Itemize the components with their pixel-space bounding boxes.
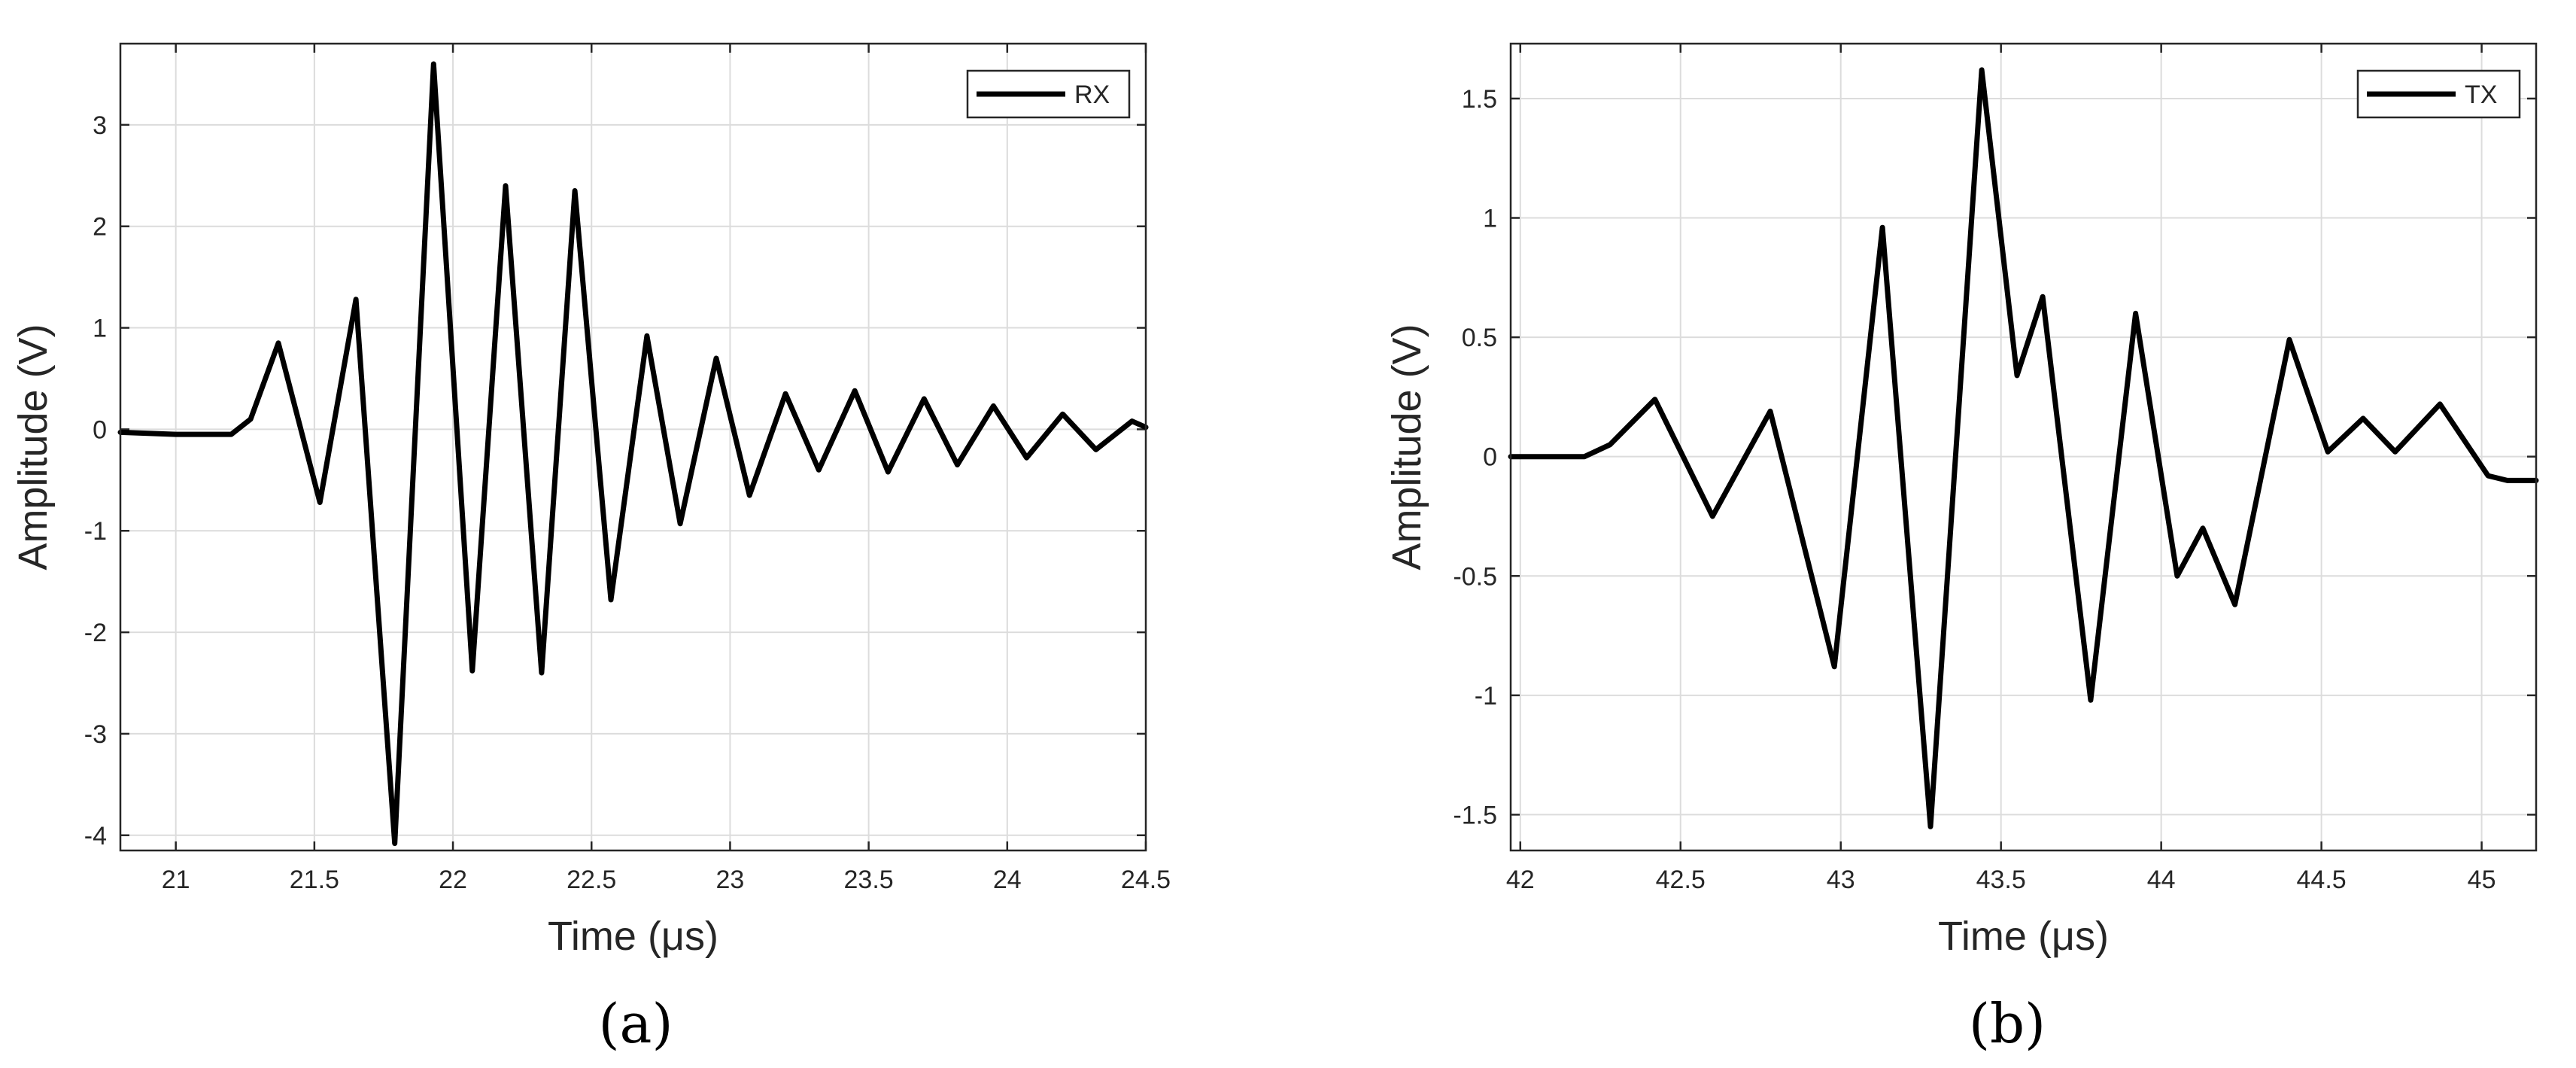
x-tick-label: 23 [716,866,745,894]
y-axis-label: Amplitude (V) [1384,324,1429,570]
series-line-rx [117,61,1149,847]
panel-b: 42 42.5 43 43.5 44 44.5 45 -1.5 -1 -0.5 0 0.5 1 1.5 TX… [1384,42,2539,1055]
x-tick-label: 21 [162,866,190,894]
x-tick-label: 21.5 [290,866,339,894]
legend: RX [966,69,1131,119]
x-tick-label: 42 [1506,866,1535,894]
x-tick-label: 43 [1827,866,1855,894]
y-tick-label: -4 [84,822,107,850]
y-tick-label: 1 [93,315,107,343]
x-tick-label: 42.5 [1656,866,1706,894]
panel-a: 21 21.5 22 22.5 23 23.5 24 24.5-4-3-2-10123RXTi… [11,42,1171,1055]
y-tick-label: -1 [1475,682,1497,710]
x-tick-label: 22.5 [567,866,616,894]
y-tick-label: 0 [1483,443,1497,472]
y-tick-label: 0 [93,415,107,444]
x-tick-label: 44.5 [2297,866,2347,894]
y-tick-label: 2 [93,213,107,242]
axes-frame [1509,42,2538,852]
y-tick-label: 1.5 [1462,85,1497,114]
x-tick-label: 22 [439,866,467,894]
y-tick-label: -1 [84,517,107,546]
y-tick-label: -0.5 [1453,562,1497,591]
y-axis-label: Amplitude (V) [11,324,56,570]
series-line-tx [1508,67,2539,829]
y-tick-label: -2 [84,619,107,647]
y-tick-label: 1 [1483,205,1497,233]
y-tick-label: 0.5 [1462,324,1497,352]
y-tick-label: -3 [84,720,107,749]
legend-label: RX [1074,81,1110,109]
legend-label: TX [2465,81,2497,109]
panel-label: (b) [1969,992,2046,1055]
y-tick-label: -1.5 [1453,801,1497,829]
panel-label: (a) [598,992,673,1055]
x-tick-label: 45 [2468,866,2496,894]
y-tick-label: 3 [93,111,107,140]
legend: TX [2356,69,2521,119]
x-axis-label: Time (μs) [1938,914,2109,959]
x-tick-label: 43.5 [1976,866,2026,894]
x-tick-label: 23.5 [844,866,894,894]
axes-frame [119,42,1147,852]
x-tick-label: 24 [993,866,1022,894]
x-tick-label: 24.5 [1121,866,1171,894]
x-axis-label: Time (μs) [548,914,718,959]
x-tick-label: 44 [2147,866,2176,894]
